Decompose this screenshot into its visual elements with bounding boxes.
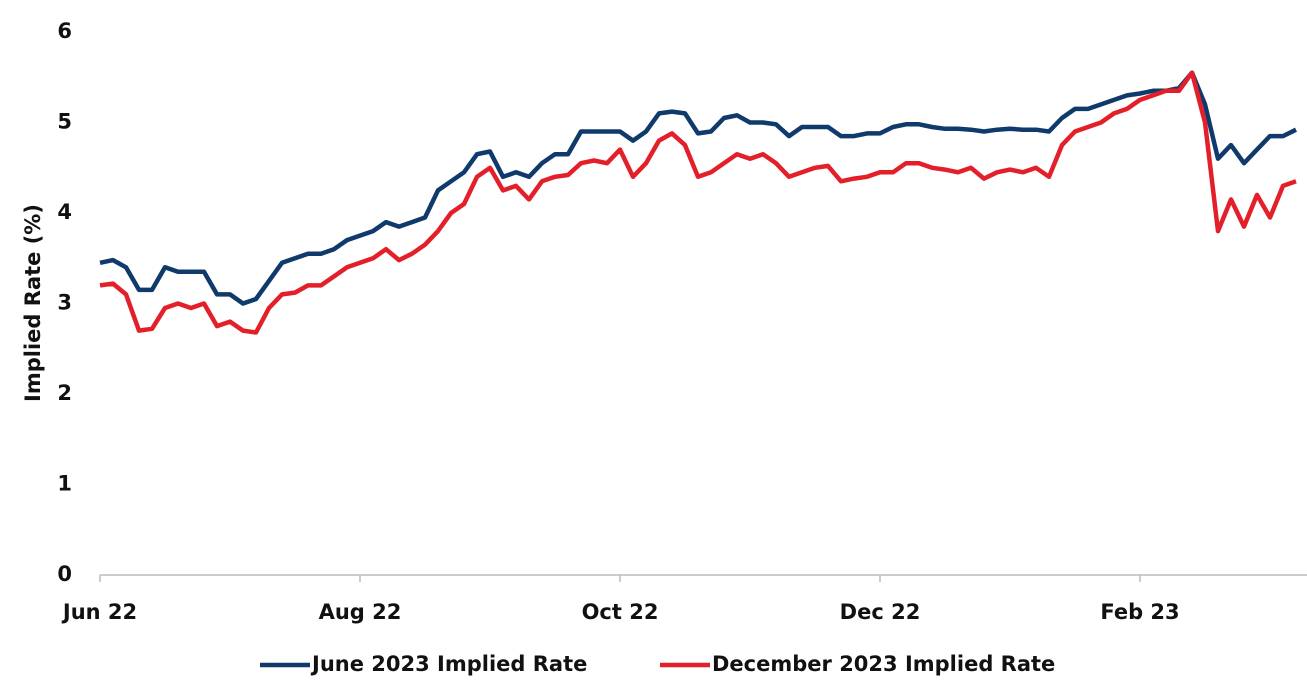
legend-label: December 2023 Implied Rate xyxy=(712,652,1055,676)
series-line xyxy=(99,70,1297,306)
y-tick-label: 5 xyxy=(57,110,72,134)
x-tick-label: Feb 23 xyxy=(1100,600,1179,624)
y-tick-label: 4 xyxy=(57,200,72,224)
x-tick-label: Jun 22 xyxy=(61,600,137,624)
y-tick-label: 2 xyxy=(57,381,72,405)
y-tick-label: 6 xyxy=(57,19,72,43)
y-tick-label: 1 xyxy=(57,472,72,496)
series-line xyxy=(99,70,1297,335)
y-axis-label: Implied Rate (%) xyxy=(21,204,45,402)
y-tick-label: 3 xyxy=(57,291,72,315)
y-tick-label: 0 xyxy=(57,562,72,586)
x-tick-label: Aug 22 xyxy=(319,600,402,624)
x-tick-label: Oct 22 xyxy=(582,600,659,624)
x-tick-label: Dec 22 xyxy=(840,600,921,624)
legend-label: June 2023 Implied Rate xyxy=(310,652,587,676)
